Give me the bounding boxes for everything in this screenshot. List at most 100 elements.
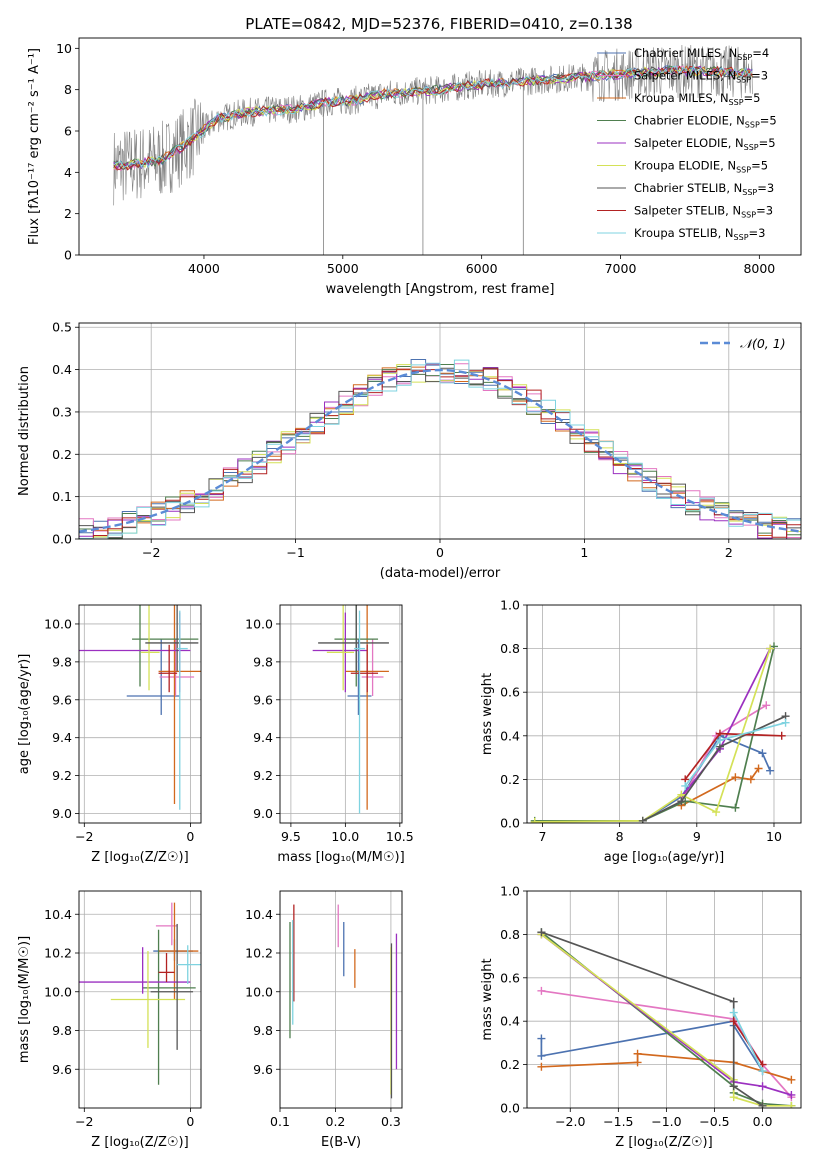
weight-line-1 (540, 1020, 764, 1072)
x-tick-label: 0.1 (270, 1114, 290, 1129)
y-tick-label: 0.0 (500, 1101, 520, 1116)
y-tick-label: 0.8 (500, 927, 520, 942)
weight-marker (537, 1034, 546, 1043)
y-tick-label: 0.8 (500, 641, 520, 656)
legend-label: Kroupa ELODIE, NSSP=5 (634, 159, 768, 175)
x-tick-label: −1.0 (651, 1114, 681, 1129)
y-tick-label: 0.4 (500, 728, 520, 743)
weight-marker (729, 1093, 738, 1102)
weight-marker (762, 701, 771, 710)
axes-frame (526, 604, 802, 824)
plot-area (79, 891, 201, 1108)
weight-marker (638, 816, 647, 823)
x-tick-label: 10.0 (331, 829, 359, 844)
y-tick-label: 9.2 (52, 768, 72, 783)
panel-weight-vs-Z: −2.0 −1.5 −1.0 −0.5 0.0 0.0 0.2 0.4 0.6 0.8 1.0 Z [… (480, 884, 802, 1150)
weight-line-9 (732, 1012, 764, 1072)
weight-line-7 (541, 931, 763, 1107)
legend-label: Salpeter ELODIE, NSSP=5 (634, 136, 776, 152)
plot-area (280, 891, 402, 1108)
plot-area (527, 891, 801, 1108)
weight-marker (537, 986, 546, 995)
plot-area (280, 605, 402, 823)
weight-marker (681, 781, 690, 790)
plot-area (79, 323, 801, 539)
y-tick-label: 10 (56, 41, 72, 56)
x-tick-label: 9.5 (281, 829, 301, 844)
y-tick-label: 0.5 (52, 320, 72, 335)
y-tick-label: 0.4 (52, 362, 72, 377)
y-axis-label: mass weight (480, 958, 495, 1040)
y-tick-label: 1.0 (500, 884, 520, 899)
weight-marker (766, 644, 775, 653)
x-tick-label: 8 (616, 829, 624, 844)
weight-marker (754, 764, 763, 773)
x-tick-label: 7 (538, 829, 546, 844)
legend-label: Kroupa STELIB, NSSP=3 (634, 226, 765, 242)
axes-frame (78, 604, 202, 824)
y-axis-label: mass weight (480, 673, 495, 755)
model-line-7 (113, 66, 753, 171)
y-tick-label: 1.0 (500, 598, 520, 613)
y-tick-label: 9.8 (253, 654, 273, 669)
y-tick-label: 10.2 (44, 946, 72, 961)
weight-marker (715, 736, 724, 745)
y-axis-label: Normed distribution (17, 366, 32, 496)
y-axis-label: age [log₁₀(age/yr)] (17, 654, 32, 775)
observed-spectrum-line (113, 44, 753, 206)
y-tick-label: 0.3 (52, 404, 72, 419)
weight-marker (729, 1008, 738, 1017)
x-tick-label: 6000 (466, 261, 498, 276)
panel-spectrum: 4000 5000 6000 7000 8000 0 2 4 6 8 10 wavelength [A… (27, 37, 802, 297)
legend: 𝒩(0, 1) (700, 336, 786, 351)
y-tick-label: 9.2 (253, 768, 273, 783)
y-tick-label: 0 (64, 248, 72, 263)
x-tick-label: −1.5 (603, 1114, 633, 1129)
weight-marker (758, 1101, 767, 1108)
gaussian-curve (79, 368, 801, 533)
y-tick-label: 9.4 (52, 730, 72, 745)
x-tick-label: −2 (75, 829, 93, 844)
weight-marker (537, 1051, 546, 1060)
y-tick-label: 0.0 (500, 816, 520, 831)
x-tick-label: 10.5 (386, 829, 414, 844)
weight-marker (537, 1062, 546, 1071)
x-axis-label: age [log₁₀(age/yr)] (604, 850, 725, 865)
weight-marker (633, 1049, 642, 1058)
weight-marker (712, 808, 721, 817)
y-tick-label: 10.2 (245, 946, 273, 961)
plot-area (113, 44, 753, 255)
x-axis-label: Z [log₁₀(Z/Z☉)] (615, 1135, 712, 1150)
x-tick-label: 0.3 (381, 1114, 401, 1129)
x-axis-label: mass [log₁₀(M/M☉)] (277, 850, 404, 865)
weight-line-5 (540, 933, 792, 1096)
y-tick-label: 9.0 (52, 806, 72, 821)
weight-marker (537, 928, 546, 937)
legend-label: 𝒩(0, 1) (740, 336, 786, 351)
y-tick-label: 0.2 (52, 447, 72, 462)
plot-area (527, 605, 801, 823)
x-tick-label: 0.2 (326, 1114, 346, 1129)
x-tick-label: −2 (75, 1114, 93, 1129)
panel-age-vs-Z: −2 0 9.0 9.2 9.4 9.6 9.8 10.0 Z [log₁₀(Z/Z☉)] age… (17, 604, 202, 865)
x-tick-label: 1 (580, 545, 588, 560)
x-tick-label: 0 (186, 1114, 194, 1129)
weight-marker (787, 1075, 796, 1084)
y-tick-label: 9.6 (52, 1062, 72, 1077)
weight-marker (729, 997, 738, 1006)
weight-marker (777, 731, 786, 740)
y-tick-label: 9.0 (253, 806, 273, 821)
y-tick-label: 9.4 (253, 730, 273, 745)
weight-marker (729, 1082, 738, 1091)
x-axis-label: Z [log₁₀(Z/Z☉)] (91, 1135, 188, 1150)
x-axis-label: wavelength [Angstrom, rest frame] (326, 282, 555, 297)
axes-frame (78, 322, 802, 540)
figure-title: PLATE=0842, MJD=52376, FIBERID=0410, z=0… (245, 15, 632, 33)
y-tick-label: 8 (64, 82, 72, 97)
panel-weight-vs-age: 7 8 9 10 0.0 0.2 0.4 0.6 0.8 1.0 age [log₁₀(age/yr… (480, 598, 802, 865)
panel-age-vs-mass: 9.5 10.0 10.5 9.0 9.2 9.4 9.6 9.8 10.0 mass [log₁… (245, 604, 414, 865)
y-tick-label: 6 (64, 124, 72, 139)
x-tick-label: −1 (286, 545, 304, 560)
y-tick-label: 9.6 (52, 692, 72, 707)
